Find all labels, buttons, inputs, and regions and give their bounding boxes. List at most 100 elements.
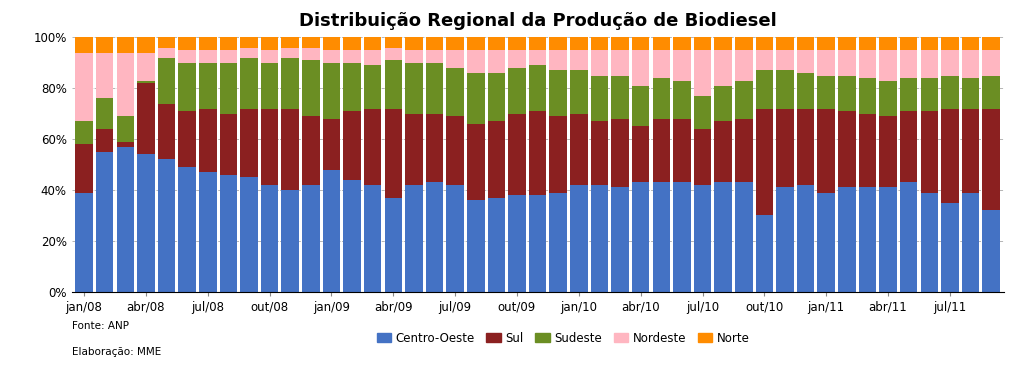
- Bar: [96, 129, 114, 152]
- Bar: [302, 60, 319, 116]
- Title: Distribuição Regional da Produção de Biodiesel: Distribuição Regional da Produção de Bio…: [299, 12, 776, 30]
- Bar: [528, 111, 547, 195]
- Bar: [364, 65, 381, 108]
- Bar: [652, 37, 670, 50]
- Bar: [715, 37, 732, 50]
- Bar: [343, 111, 360, 180]
- Bar: [467, 200, 484, 292]
- Bar: [900, 78, 918, 111]
- Bar: [282, 47, 299, 58]
- Bar: [611, 76, 629, 119]
- Bar: [797, 37, 814, 50]
- Bar: [838, 111, 856, 187]
- Bar: [838, 37, 856, 50]
- Bar: [467, 124, 484, 200]
- Bar: [76, 144, 93, 193]
- Bar: [426, 114, 443, 183]
- Bar: [406, 114, 423, 185]
- Bar: [302, 185, 319, 292]
- Bar: [817, 193, 835, 292]
- Bar: [426, 37, 443, 50]
- Bar: [385, 197, 402, 292]
- Bar: [982, 37, 999, 50]
- Bar: [735, 50, 753, 81]
- Bar: [921, 50, 938, 78]
- Bar: [735, 37, 753, 50]
- Bar: [96, 152, 114, 292]
- Bar: [632, 126, 649, 183]
- Bar: [550, 116, 567, 193]
- Bar: [570, 70, 588, 114]
- Bar: [570, 185, 588, 292]
- Bar: [219, 50, 238, 63]
- Bar: [673, 50, 690, 81]
- Bar: [508, 50, 525, 68]
- Bar: [158, 159, 175, 292]
- Bar: [406, 185, 423, 292]
- Bar: [756, 50, 773, 70]
- Bar: [385, 60, 402, 108]
- Bar: [137, 154, 155, 292]
- Bar: [446, 185, 464, 292]
- Bar: [570, 114, 588, 185]
- Bar: [673, 119, 690, 183]
- Bar: [76, 121, 93, 144]
- Bar: [715, 121, 732, 183]
- Bar: [817, 50, 835, 76]
- Bar: [199, 63, 216, 108]
- Bar: [715, 183, 732, 292]
- Bar: [178, 37, 196, 50]
- Bar: [158, 37, 175, 47]
- Bar: [241, 108, 258, 177]
- Bar: [962, 50, 979, 78]
- Bar: [611, 37, 629, 50]
- Bar: [241, 58, 258, 108]
- Bar: [219, 37, 238, 50]
- Bar: [117, 147, 134, 292]
- Bar: [117, 116, 134, 142]
- Bar: [941, 76, 958, 108]
- Bar: [817, 76, 835, 108]
- Bar: [694, 37, 712, 50]
- Bar: [941, 37, 958, 50]
- Bar: [508, 68, 525, 114]
- Bar: [797, 185, 814, 292]
- Bar: [323, 50, 340, 63]
- Bar: [838, 187, 856, 292]
- Bar: [467, 73, 484, 124]
- Bar: [797, 50, 814, 73]
- Bar: [735, 183, 753, 292]
- Bar: [323, 63, 340, 119]
- Bar: [199, 108, 216, 172]
- Bar: [570, 50, 588, 70]
- Bar: [756, 215, 773, 292]
- Bar: [117, 53, 134, 116]
- Bar: [570, 37, 588, 50]
- Bar: [591, 121, 608, 185]
- Bar: [652, 78, 670, 119]
- Bar: [261, 50, 279, 63]
- Bar: [96, 98, 114, 129]
- Bar: [446, 50, 464, 68]
- Bar: [282, 190, 299, 292]
- Bar: [632, 183, 649, 292]
- Bar: [508, 195, 525, 292]
- Bar: [364, 50, 381, 65]
- Bar: [673, 183, 690, 292]
- Bar: [550, 37, 567, 50]
- Bar: [158, 47, 175, 58]
- Bar: [364, 185, 381, 292]
- Bar: [199, 172, 216, 292]
- Bar: [343, 50, 360, 63]
- Bar: [76, 53, 93, 121]
- Bar: [776, 70, 794, 108]
- Bar: [241, 177, 258, 292]
- Bar: [715, 86, 732, 121]
- Bar: [487, 50, 505, 73]
- Bar: [652, 183, 670, 292]
- Bar: [756, 108, 773, 215]
- Bar: [632, 37, 649, 50]
- Bar: [982, 108, 999, 210]
- Bar: [261, 37, 279, 50]
- Bar: [282, 37, 299, 47]
